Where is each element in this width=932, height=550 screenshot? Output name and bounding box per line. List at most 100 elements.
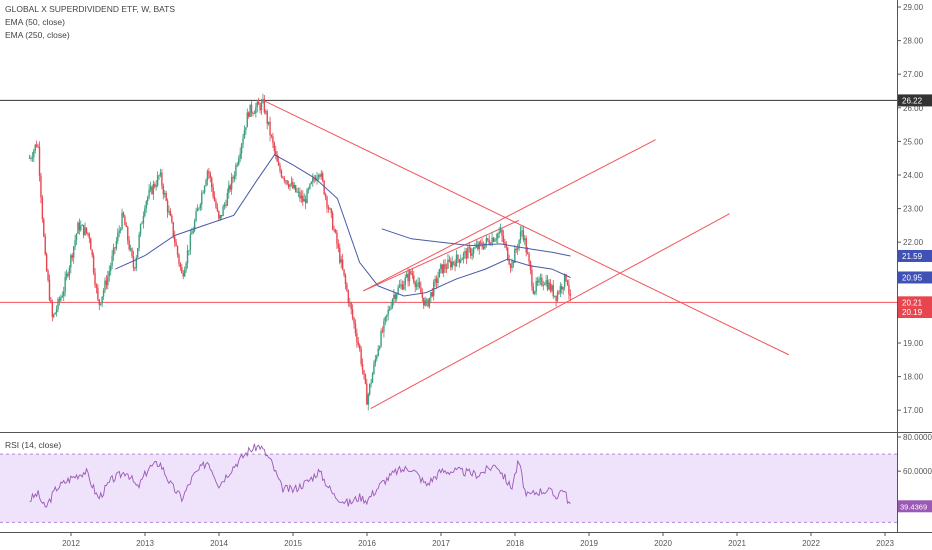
candle-body (279, 165, 281, 172)
candle-body (396, 294, 398, 299)
price-tick-label: 24.00 (903, 171, 924, 180)
candle-body (225, 204, 227, 206)
candle-body (484, 243, 486, 249)
candle-body (299, 191, 301, 199)
candle-body (384, 316, 387, 321)
candle-body (451, 261, 453, 268)
candle-body (470, 248, 472, 256)
candle-body (482, 246, 485, 249)
candle-body (199, 204, 202, 209)
candle-body (277, 161, 280, 166)
candle-body (447, 259, 449, 269)
candle-body (137, 247, 139, 258)
candle-body (497, 233, 499, 239)
candle-body (37, 146, 39, 148)
candle-body (541, 277, 543, 286)
candle-body (431, 292, 433, 297)
candle-body (171, 215, 173, 223)
candle-body (552, 285, 554, 297)
candle-body (202, 192, 204, 194)
candle-body (471, 253, 473, 256)
candle-body (155, 185, 157, 187)
candle-body (112, 247, 115, 256)
candle-body (92, 255, 95, 273)
candle-body (544, 283, 546, 285)
candle-body (320, 173, 322, 177)
candle-body (340, 259, 342, 263)
candle-body (61, 295, 63, 298)
candle-body (562, 287, 564, 290)
candle-body (445, 268, 448, 270)
candle-body (208, 171, 210, 174)
candle-body (87, 232, 89, 235)
candle-body (35, 144, 38, 147)
candle-body (314, 179, 317, 181)
candle-body (266, 111, 268, 124)
candle-body (104, 280, 106, 291)
candle-body (68, 267, 71, 276)
candle-body (260, 102, 263, 111)
candle-body (468, 247, 470, 249)
candle-body (336, 232, 338, 245)
candle-body (381, 330, 384, 332)
candle-body (425, 299, 428, 301)
price-tick-label: 23.00 (903, 205, 924, 214)
candle-body (394, 294, 396, 299)
candle-body (307, 188, 310, 190)
candle-body (193, 220, 196, 231)
candle-body (108, 271, 110, 277)
candle-body (161, 172, 163, 186)
candle-body (181, 267, 183, 274)
candle-body (442, 264, 445, 273)
candle-body (343, 269, 345, 276)
price-axis-label: 21.59 (902, 252, 923, 261)
candle-body (297, 191, 300, 193)
candle-body (337, 244, 340, 248)
candle-body (475, 245, 478, 248)
candle-body (129, 248, 132, 250)
candle-body (293, 185, 295, 189)
candle-body (553, 295, 556, 297)
candle-body (223, 204, 226, 207)
candle-body (80, 225, 82, 231)
candle-body (303, 199, 305, 202)
candle-body (249, 104, 251, 117)
candle-body (183, 270, 186, 277)
time-tick-label: 2012 (62, 539, 80, 548)
candle-body (509, 264, 512, 269)
candle-body (505, 243, 507, 248)
candle-body (248, 112, 250, 117)
candle-body (28, 158, 31, 159)
candle-body (329, 208, 331, 210)
candle-body (285, 180, 287, 182)
candle-body (317, 175, 320, 177)
candle-body (265, 111, 267, 113)
candle-body (331, 213, 334, 230)
candle-body (216, 207, 219, 212)
legend-title: GLOBAL X SUPERDIVIDEND ETF, W, BATS (5, 4, 176, 14)
candle-body (282, 176, 284, 178)
candle-body (398, 285, 401, 288)
candle-body (528, 254, 530, 262)
trendline (363, 219, 519, 292)
candle-body (310, 181, 313, 184)
candle-body (420, 287, 422, 294)
candle-body (211, 177, 213, 188)
candle-body (378, 346, 381, 349)
candle-body (296, 191, 298, 193)
candle-body (477, 245, 479, 250)
price-axis-label-bg (898, 249, 932, 262)
candle-body (43, 219, 45, 237)
candle-body (339, 247, 341, 263)
candle-body (58, 299, 61, 301)
candle-body (440, 264, 442, 269)
candle-body (239, 153, 241, 159)
candle-body (47, 271, 49, 280)
candle-body (257, 101, 260, 105)
ema50-line (115, 154, 571, 297)
candle-body (404, 277, 406, 285)
candle-body (186, 250, 189, 264)
candle-body (105, 280, 108, 286)
candle-body (555, 295, 557, 301)
